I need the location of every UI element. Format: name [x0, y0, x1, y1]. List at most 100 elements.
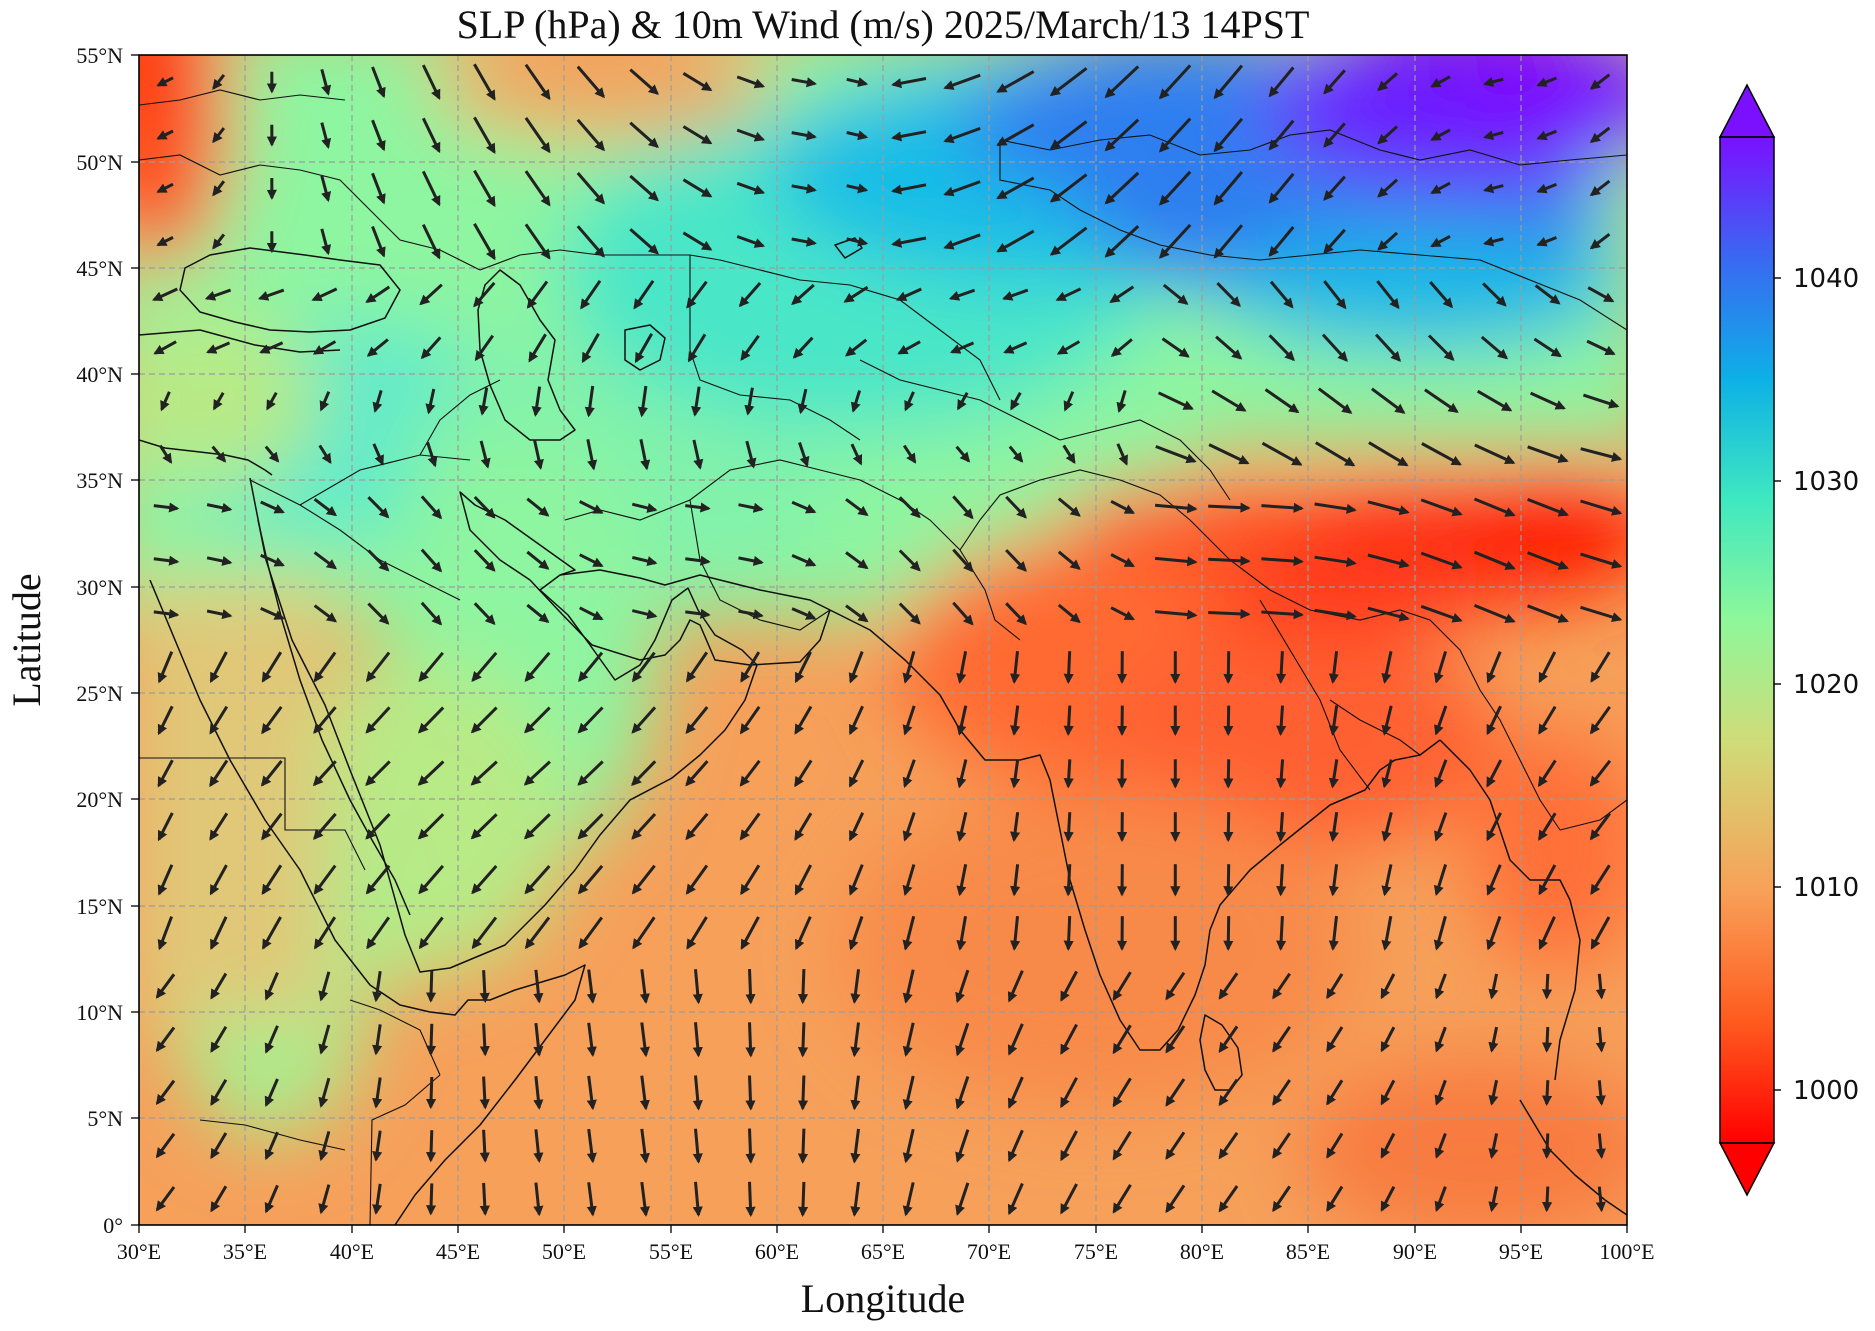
wind-arrow	[1580, 605, 1623, 622]
wind-arrow	[1159, 170, 1192, 206]
wind-arrow	[312, 760, 337, 787]
wind-arrow	[1424, 388, 1459, 413]
wind-arrow	[473, 281, 496, 308]
wind-arrow	[576, 172, 605, 205]
wind-arrow	[631, 651, 656, 683]
wind-arrow	[206, 609, 233, 620]
colorbar-tick-label: 1010	[1793, 873, 1859, 903]
wind-arrow	[264, 1184, 279, 1214]
wind-arrow	[1261, 441, 1303, 466]
wind-arrow	[157, 812, 174, 842]
wind-arrow	[846, 77, 869, 87]
wind-arrow	[745, 1022, 756, 1058]
wind-arrow	[261, 916, 282, 950]
wind-arrow	[1381, 650, 1393, 684]
wind-arrow	[260, 759, 283, 787]
wind-arrow	[1104, 171, 1140, 205]
wind-arrow	[1002, 288, 1029, 301]
wind-arrow	[1159, 117, 1192, 153]
wind-arrow	[1010, 759, 1021, 789]
wind-arrow	[155, 1186, 176, 1212]
wind-arrow	[1527, 551, 1569, 570]
wind-arrow	[264, 445, 280, 463]
wind-arrow	[156, 236, 174, 247]
wind-arrow	[579, 500, 604, 514]
x-tick-label: 90°E	[1393, 1239, 1437, 1264]
x-tick-label: 50°E	[542, 1239, 586, 1264]
wind-arrow	[418, 916, 444, 950]
wind-arrow	[1589, 759, 1612, 787]
wind-arrow	[1377, 231, 1399, 251]
wind-arrow	[1157, 391, 1194, 410]
wind-arrow	[739, 705, 761, 735]
aral-sea	[624, 324, 666, 371]
wind-arrow	[577, 813, 604, 840]
wind-arrow	[264, 972, 279, 1001]
wind-arrow	[212, 127, 226, 144]
wind-arrow	[473, 63, 496, 101]
wind-arrow	[1483, 236, 1504, 247]
wind-arrow	[692, 1128, 703, 1164]
wind-arrow	[996, 229, 1035, 253]
wind-arrow	[739, 759, 761, 787]
wind-arrow	[1112, 971, 1132, 1002]
wind-arrow	[1154, 556, 1198, 567]
wind-arrow	[1268, 226, 1295, 257]
wind-arrow	[1060, 1077, 1078, 1109]
wind-arrow	[794, 864, 813, 896]
wind-arrow	[687, 333, 707, 363]
wind-arrow	[1537, 759, 1557, 788]
wind-arrow	[1276, 812, 1287, 843]
wind-arrow	[153, 502, 180, 513]
wind-arrow	[264, 1131, 279, 1161]
wind-arrow	[1323, 280, 1347, 310]
wind-arrow	[210, 1079, 228, 1106]
wind-arrow	[1060, 1023, 1078, 1055]
wind-arrow	[420, 601, 443, 626]
wind-arrow	[1323, 228, 1346, 255]
wind-arrow	[738, 502, 764, 513]
wind-arrow	[1538, 812, 1557, 841]
wind-arrow	[533, 439, 544, 470]
wind-arrow	[1005, 495, 1027, 519]
wind-arrow	[153, 555, 180, 566]
wind-arrow	[206, 341, 231, 354]
wind-arrow	[1317, 387, 1353, 414]
wind-arrow	[902, 969, 915, 1004]
y-tick-label: 15°N	[76, 894, 123, 919]
wind-arrow	[1110, 338, 1133, 357]
wind-arrow	[1488, 1133, 1499, 1159]
wind-arrow	[1377, 72, 1399, 92]
wind-arrow	[629, 174, 659, 202]
wind-arrow	[372, 1183, 383, 1215]
wind-arrow	[311, 287, 338, 302]
wind-arrow	[943, 180, 981, 197]
x-tick-label: 65°E	[861, 1239, 905, 1264]
wind-arrow	[365, 651, 391, 683]
wind-arrow	[1541, 1133, 1553, 1160]
wind-arrow	[904, 391, 915, 412]
x-axis-ticks: 30°E 35°E 40°E 45°E 50°E 55°E 60°E 65°E …	[117, 1225, 1655, 1264]
wind-arrow	[850, 1022, 861, 1058]
wind-arrow	[1110, 553, 1136, 568]
wind-arrow	[209, 864, 228, 896]
wind-arrow	[471, 865, 498, 895]
wind-arrow	[586, 439, 598, 471]
wind-arrow	[955, 1182, 970, 1216]
wind-arrow	[739, 812, 761, 841]
wind-arrow	[738, 555, 764, 566]
wind-arrow	[736, 235, 766, 248]
colorbar-extend-bottom	[1718, 1142, 1776, 1197]
wind-arrow	[470, 706, 498, 734]
wind-arrow	[425, 388, 436, 415]
wind-arrow	[1010, 705, 1021, 736]
wind-arrow	[1223, 864, 1234, 897]
wind-arrow	[791, 500, 817, 514]
wind-arrow	[1380, 1026, 1396, 1053]
wind-arrow	[1473, 550, 1516, 570]
wind-arrow	[1376, 280, 1400, 310]
wind-arrow	[212, 73, 226, 90]
wind-arrow	[1326, 1132, 1344, 1159]
wind-arrow	[425, 1183, 437, 1216]
x-tick-label: 55°E	[649, 1239, 693, 1264]
